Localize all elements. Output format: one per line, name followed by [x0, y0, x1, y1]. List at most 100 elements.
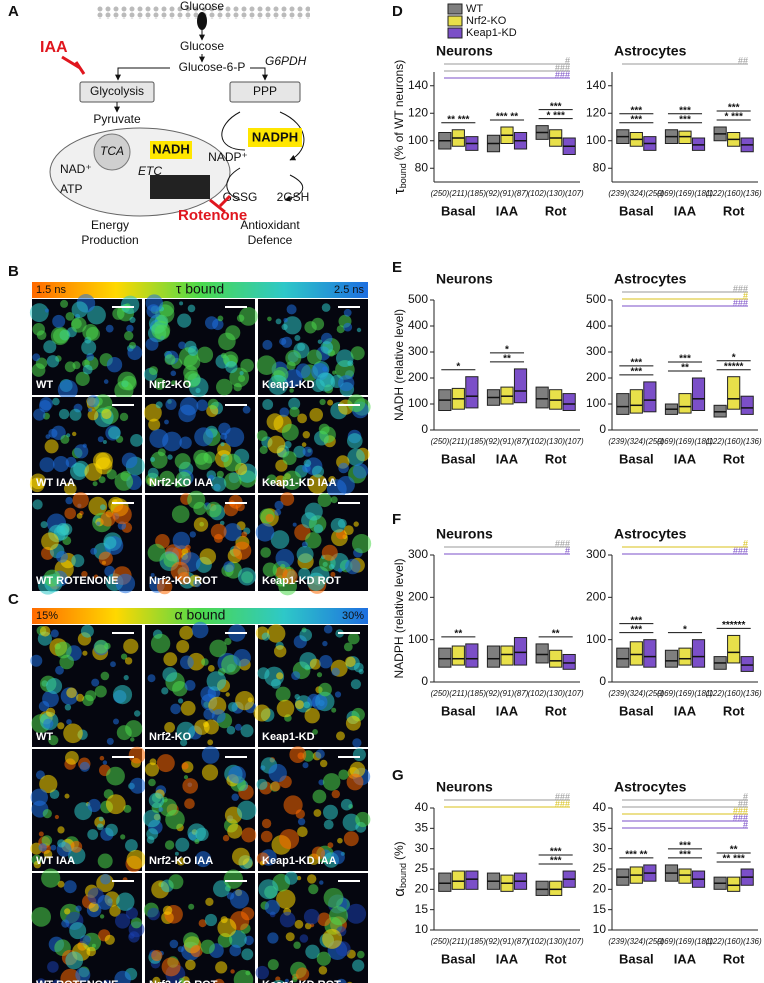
colorbar-title: τ bound	[176, 281, 224, 297]
cell-signal	[29, 477, 45, 493]
pyruvate: Pyruvate	[93, 112, 141, 126]
cell-signal	[353, 662, 364, 673]
cell-signal	[292, 522, 297, 527]
significance-stars: *	[683, 624, 687, 635]
cell-signal	[163, 553, 178, 568]
cell-signal	[38, 701, 50, 712]
cell-signal	[297, 826, 308, 838]
cell-signal	[347, 448, 365, 467]
cell-signal	[262, 399, 274, 410]
cell-signal	[52, 979, 62, 983]
cell-signal	[237, 800, 257, 820]
cell-signal	[316, 672, 323, 678]
cell-signal	[99, 914, 105, 919]
cell-signal	[149, 366, 158, 376]
chart-title: Neurons	[436, 526, 493, 542]
significance-stars: *	[456, 361, 460, 372]
cell-signal	[54, 814, 60, 820]
n-label: (239)(324)(259)	[608, 189, 664, 198]
image-label: WT IAA	[36, 855, 75, 867]
cell-signal	[319, 398, 326, 406]
image-label: Keap1-KD	[262, 731, 315, 743]
cell-signal	[52, 314, 66, 328]
cell-signal	[323, 624, 333, 634]
box	[664, 649, 679, 668]
cell-signal	[201, 746, 220, 764]
cell-signal	[330, 518, 346, 533]
cell-signal	[176, 640, 190, 653]
cell-signal	[264, 666, 285, 687]
cell-signal	[283, 795, 303, 815]
cell-signal	[291, 671, 301, 681]
cell-signal	[340, 798, 353, 811]
cell-signal	[106, 737, 114, 745]
cell-signal	[289, 746, 307, 763]
cell-signal	[318, 423, 330, 435]
significance-stars: ** ***	[447, 114, 469, 125]
box	[451, 870, 465, 890]
inhibitor	[61, 55, 86, 75]
cell-signal	[32, 323, 45, 336]
cell-signal	[155, 401, 163, 409]
y-tick-label: 120	[408, 105, 428, 119]
cell-signal	[112, 685, 133, 705]
cell-signal	[56, 550, 68, 563]
cell-signal	[102, 760, 108, 765]
cell-signal	[319, 655, 333, 669]
tca-cycle	[93, 133, 131, 171]
y-tick-label: 400	[408, 318, 428, 332]
cell-signal	[297, 413, 307, 424]
cell-signal	[220, 442, 225, 447]
cell-signal	[88, 901, 99, 913]
cell-signal	[188, 903, 195, 910]
cell-signal	[167, 454, 173, 460]
cell-signal	[82, 364, 93, 375]
cell-signal	[262, 562, 278, 577]
cell-signal	[316, 951, 331, 966]
cell-signal	[309, 658, 321, 670]
cell-signal	[152, 976, 161, 983]
cell-signal	[70, 462, 88, 481]
image-label: Nrf2-KO IAA	[149, 855, 213, 867]
cell-signal	[293, 941, 301, 949]
cell-signal	[81, 339, 97, 355]
y-tick-label: 100	[408, 396, 428, 410]
cell-signal	[329, 906, 348, 926]
cell-signal	[33, 860, 42, 869]
n-label: (250)(211)(185)	[431, 189, 487, 198]
x-tick-label: Rot	[723, 451, 745, 466]
panel-label: A	[8, 3, 19, 20]
cell-signal	[299, 628, 313, 642]
x-tick-label: IAA	[496, 703, 519, 718]
cell-signal	[48, 428, 58, 438]
n-label: (102)(130)(107)	[528, 437, 584, 446]
significance-stars: ***	[630, 615, 642, 626]
chart-title: Astrocytes	[614, 526, 687, 542]
cell-signal	[84, 463, 103, 481]
cell-signal	[267, 932, 279, 944]
y-tick-label: 300	[408, 344, 428, 358]
cell-signal	[94, 685, 107, 698]
cell-signal	[146, 828, 159, 840]
cell-signal	[36, 978, 47, 983]
cell-signal	[209, 639, 227, 658]
x-tick-label: IAA	[674, 203, 697, 218]
cell-signal	[174, 851, 179, 856]
cell-signal	[126, 849, 146, 870]
cell-signal	[150, 457, 155, 462]
cell-signal	[193, 517, 209, 532]
cell-signal	[87, 798, 101, 813]
significance-hash: ###	[555, 538, 570, 548]
x-tick-label: IAA	[496, 451, 519, 466]
cell-signal	[44, 308, 50, 313]
y-tick-label: 200	[408, 370, 428, 384]
cell-signal	[179, 625, 194, 640]
cell-signal	[228, 702, 238, 712]
cell-signal	[228, 766, 246, 784]
cell-signal	[124, 657, 133, 665]
micrograph-texture	[255, 492, 372, 596]
cell-signal	[218, 422, 231, 435]
cell-signal	[234, 723, 242, 731]
cell-signal	[79, 761, 90, 772]
